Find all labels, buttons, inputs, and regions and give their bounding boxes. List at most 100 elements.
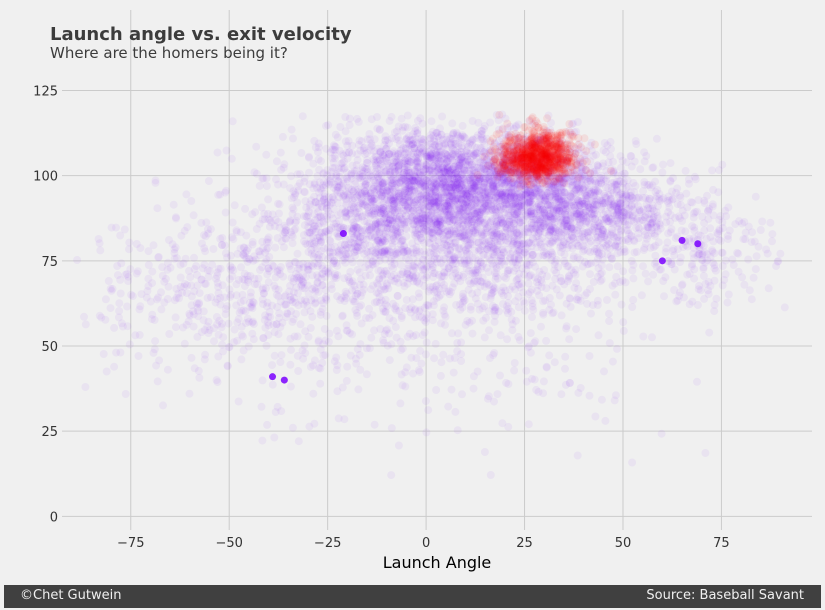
- data-point: [490, 152, 499, 161]
- data-point: [472, 182, 481, 191]
- data-point: [310, 192, 319, 201]
- data-point: [462, 147, 471, 156]
- data-point: [397, 145, 406, 154]
- data-point: [544, 155, 552, 164]
- data-point: [478, 147, 487, 156]
- data-point: [116, 289, 125, 298]
- data-point: [363, 135, 372, 144]
- data-point: [154, 253, 163, 262]
- data-point: [470, 209, 479, 218]
- data-point: [638, 215, 646, 224]
- data-point: [258, 376, 267, 385]
- data-point: [463, 189, 472, 198]
- data-point: [419, 190, 428, 199]
- data-point: [731, 220, 740, 229]
- data-point: [297, 149, 306, 157]
- data-point: [501, 223, 510, 232]
- data-point: [441, 181, 450, 190]
- data-point: [431, 221, 440, 230]
- data-point: [709, 237, 718, 246]
- data-point: [397, 173, 406, 182]
- data-point: [488, 181, 497, 190]
- data-point: [391, 193, 400, 202]
- data-point: [347, 243, 356, 252]
- data-point: [257, 203, 266, 212]
- data-point: [454, 189, 463, 198]
- data-point: [373, 157, 382, 166]
- data-point: [430, 197, 439, 206]
- data-point: [480, 250, 488, 259]
- data-point: [274, 292, 283, 301]
- data-point: [279, 163, 288, 172]
- data-point: [514, 199, 523, 208]
- data-point: [430, 135, 439, 144]
- data-point: [451, 227, 460, 236]
- data-point: [558, 147, 567, 156]
- data-point: [409, 196, 418, 205]
- data-point: [375, 217, 384, 226]
- data-point: [437, 130, 445, 139]
- data-point: [476, 198, 485, 207]
- data-point: [447, 168, 456, 177]
- data-point: [479, 124, 488, 133]
- data-point: [439, 163, 447, 172]
- data-point: [264, 195, 273, 204]
- data-point: [480, 155, 489, 164]
- data-point: [403, 193, 412, 202]
- data-point: [439, 178, 448, 187]
- data-point: [445, 169, 454, 178]
- data-point: [410, 176, 419, 185]
- data-point: [367, 233, 376, 242]
- data-point: [385, 157, 394, 166]
- data-point: [390, 128, 399, 137]
- data-point: [483, 154, 492, 163]
- data-point: [388, 179, 396, 188]
- data-point: [464, 241, 473, 250]
- data-point: [430, 137, 439, 146]
- data-point: [418, 147, 427, 156]
- data-point: [515, 177, 524, 186]
- data-point: [422, 160, 431, 169]
- data-point: [203, 293, 212, 302]
- data-point: [446, 166, 455, 175]
- data-point: [481, 183, 490, 192]
- data-point: [172, 254, 181, 263]
- data-point: [486, 191, 495, 200]
- data-point: [401, 122, 410, 131]
- data-point: [405, 172, 414, 181]
- data-point: [200, 355, 209, 364]
- data-point: [443, 201, 451, 210]
- data-point: [161, 274, 170, 283]
- data-point: [325, 180, 334, 189]
- data-point: [504, 176, 513, 185]
- data-point: [505, 165, 514, 174]
- data-point: [490, 139, 499, 148]
- data-point: [117, 259, 126, 268]
- data-point: [527, 199, 536, 207]
- data-point: [357, 172, 366, 181]
- data-point: [536, 136, 545, 145]
- data-point: [276, 148, 285, 157]
- data-point: [185, 389, 194, 398]
- data-point: [419, 195, 428, 204]
- data-point: [457, 215, 466, 224]
- data-point: [545, 231, 554, 240]
- data-point: [616, 152, 625, 161]
- data-point: [402, 185, 411, 194]
- data-point: [449, 145, 458, 154]
- data-point: [448, 188, 457, 197]
- data-point: [327, 285, 336, 294]
- data-point: [311, 221, 319, 230]
- data-point: [342, 200, 350, 209]
- data-point: [394, 165, 403, 174]
- data-point: [262, 182, 271, 190]
- data-point: [436, 156, 445, 165]
- data-point: [467, 136, 476, 145]
- data-point: [388, 224, 397, 233]
- data-point: [375, 202, 384, 211]
- data-point: [337, 245, 346, 254]
- data-point: [378, 192, 387, 200]
- data-point: [690, 172, 699, 181]
- data-point: [448, 144, 457, 153]
- data-point: [112, 223, 120, 232]
